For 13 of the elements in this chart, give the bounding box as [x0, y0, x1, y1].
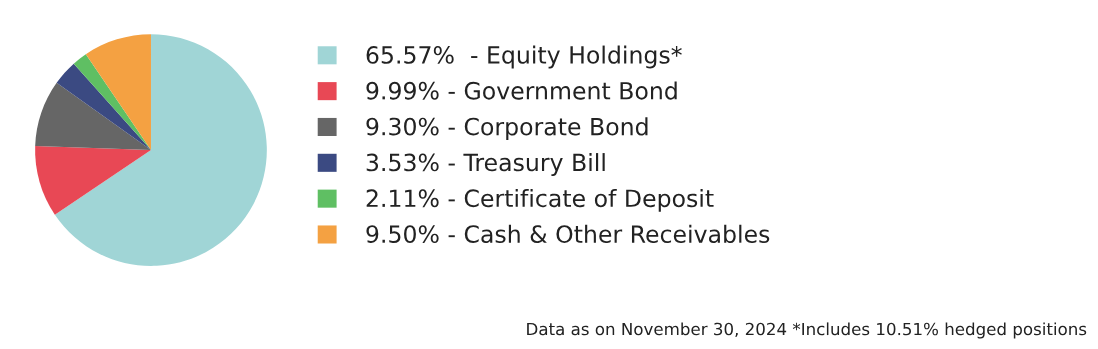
pie-slice — [73, 54, 151, 151]
legend-label: 2.11% - Certificate of Deposit — [366, 188, 714, 212]
text: Data as on November 30, 2024 *Includes 10.51% hedged positions — [527, 322, 1087, 339]
pie-slice — [35, 82, 151, 151]
pie-slice — [56, 63, 151, 151]
legend-label: 9.30% - Corporate Bond — [366, 117, 648, 141]
legend-label: 65.57% - Equity Holdings* — [366, 45, 682, 69]
legend-label: 3.53% - Treasury Bill — [366, 153, 605, 176]
pie-slice — [85, 34, 151, 151]
pie-slice — [35, 145, 151, 215]
legend-label: 9.99% - Government Bond — [366, 81, 677, 100]
legend-label: 9.50% - Cash & Other Receivables — [366, 224, 770, 244]
pie-slice — [54, 34, 267, 266]
